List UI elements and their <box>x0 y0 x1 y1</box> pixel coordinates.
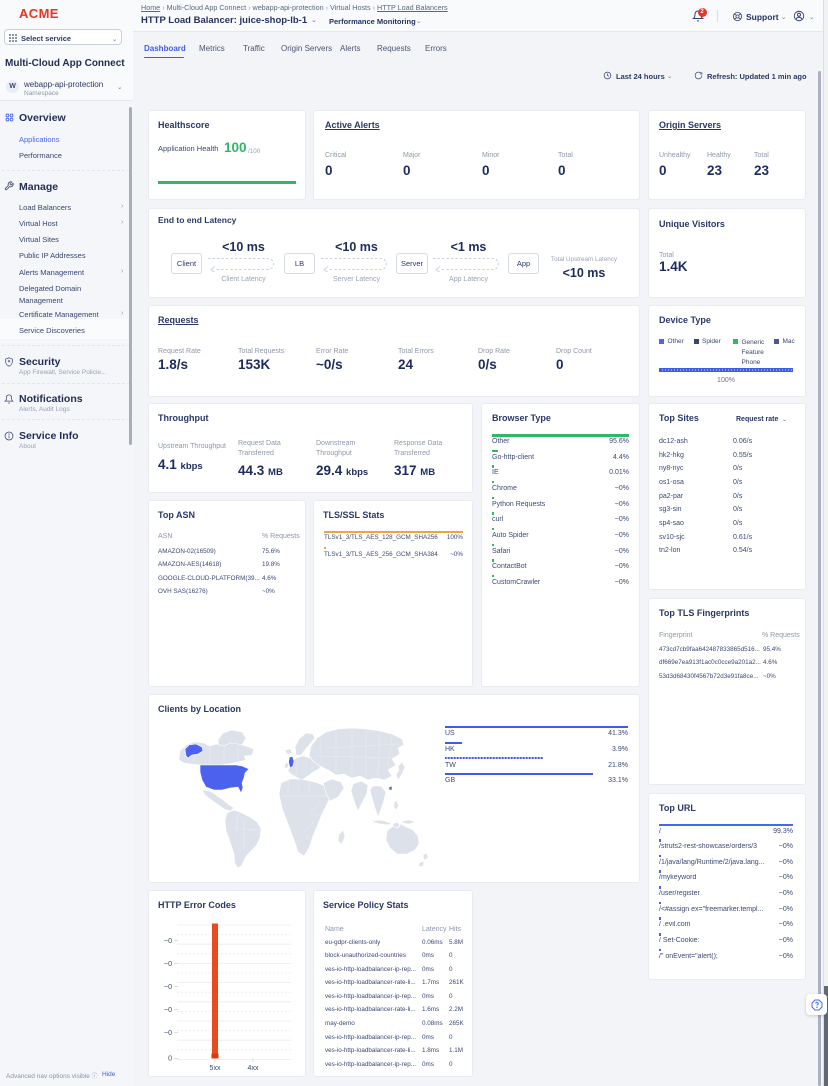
svg-text:4xx: 4xx <box>248 1065 259 1072</box>
svg-text:~0: ~0 <box>164 1030 172 1037</box>
svg-text:~0: ~0 <box>164 1007 172 1014</box>
svg-text:~0: ~0 <box>164 938 172 945</box>
svg-text:~0: ~0 <box>164 984 172 991</box>
svg-text:~0: ~0 <box>164 961 172 968</box>
svg-text:0: 0 <box>168 1056 172 1063</box>
svg-text:5xx: 5xx <box>210 1065 221 1072</box>
